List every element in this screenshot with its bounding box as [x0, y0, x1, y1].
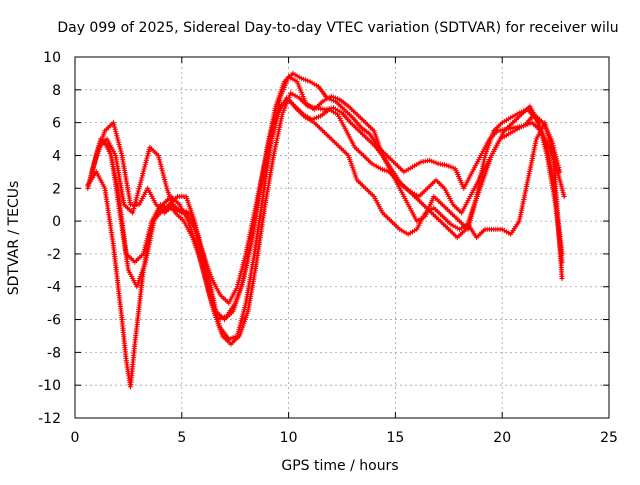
x-tick-label: 25 [600, 430, 618, 446]
y-tick-label: -10 [38, 378, 61, 394]
x-tick-label: 0 [71, 430, 80, 446]
x-axis-label: GPS time / hours [281, 458, 398, 474]
y-tick-label: -4 [47, 280, 61, 296]
y-axis: -12 -10 -8 -6 -4 -2 0 2 4 6 8 10 [38, 50, 609, 427]
y-tick-label: -6 [47, 313, 61, 329]
grid [75, 57, 609, 418]
y-tick-label: 10 [43, 50, 61, 66]
y-tick-label: -2 [47, 247, 61, 263]
x-axis: 0 5 10 15 20 25 [71, 57, 618, 446]
y-tick-label: -12 [38, 411, 61, 427]
y-tick-label: 0 [52, 214, 61, 230]
series-markers [85, 97, 565, 390]
chart-title: Day 099 of 2025, Sidereal Day-to-day VTE… [57, 20, 618, 36]
plot-frame [74, 56, 610, 419]
y-axis-label: SDTVAR / TECUs [6, 181, 22, 296]
y-tick-label: 4 [52, 148, 61, 164]
x-tick-label: 20 [493, 430, 511, 446]
y-tick-label: -8 [47, 345, 61, 361]
y-tick-label: 8 [52, 83, 61, 99]
series-track-5 [85, 97, 565, 390]
y-tick-label: 6 [52, 116, 61, 132]
x-tick-label: 15 [386, 430, 404, 446]
y-tick-label: 2 [52, 181, 61, 197]
x-tick-label: 5 [177, 430, 186, 446]
series-layer [85, 70, 567, 390]
x-tick-label: 10 [280, 430, 298, 446]
